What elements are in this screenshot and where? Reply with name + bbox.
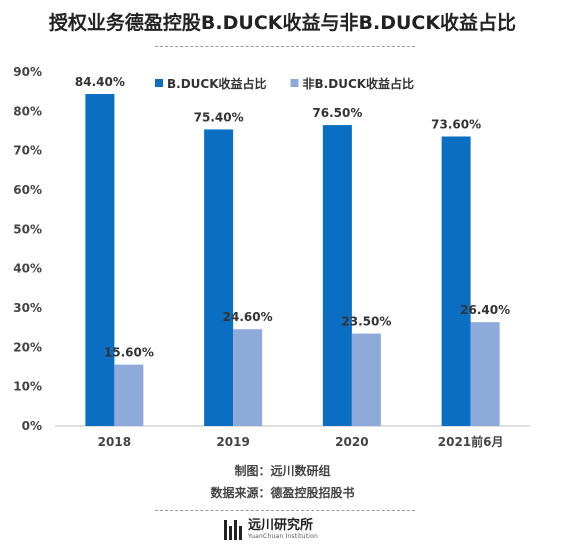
y-tick-label: 50%	[13, 222, 42, 236]
bar-non-bduck	[233, 329, 263, 426]
chart-credit: 制图：远川数研组	[234, 464, 331, 478]
x-tick-label: 2021前6月	[438, 434, 504, 449]
y-tick-label: 80%	[13, 104, 42, 118]
chart-title: 授权业务德盈控股B.DUCK收益与非B.DUCK收益占比	[48, 12, 517, 34]
footer-divider	[155, 510, 415, 511]
bar-bduck	[204, 129, 234, 426]
title-divider	[155, 46, 415, 47]
y-tick-label: 40%	[13, 262, 42, 276]
data-label: 84.40%	[75, 75, 125, 89]
data-label: 75.40%	[194, 110, 244, 124]
y-tick-label: 20%	[13, 340, 42, 354]
y-tick-label: 10%	[13, 380, 42, 394]
bar-bduck	[85, 94, 115, 426]
x-tick-label: 2018	[98, 435, 131, 449]
bar-chart: 0% 10% 20% 30% 40% 50% 60% 70% 80% 90% 2018 84.40% 1…	[13, 65, 530, 449]
bar-non-bduck	[351, 333, 381, 426]
y-tick-label: 70%	[13, 144, 42, 158]
y-tick-label: 90%	[13, 65, 42, 79]
data-source: 数据来源：德盈控股招股书	[210, 486, 355, 500]
data-label: 15.60%	[104, 346, 154, 360]
bar-non-bduck	[114, 364, 144, 426]
x-tick-label: 2020	[335, 435, 368, 449]
bar-bduck	[322, 125, 352, 426]
y-tick-label: 0%	[22, 419, 42, 433]
data-label: 73.60%	[431, 118, 481, 132]
bar-non-bduck	[470, 322, 500, 426]
logo-icon	[224, 519, 242, 540]
logo-subtitle: YuanChuan Institution	[248, 533, 319, 540]
legend-label: 非B.DUCK收益占比	[303, 76, 415, 91]
data-label: 26.40%	[460, 303, 510, 317]
data-label: 23.50%	[341, 315, 391, 329]
legend-swatch	[155, 79, 163, 87]
data-label: 76.50%	[312, 106, 362, 120]
logo: 远川研究所 YuanChuan Institution	[224, 519, 318, 540]
x-tick-label: 2019	[216, 435, 249, 449]
logo-name: 远川研究所	[248, 518, 314, 533]
y-tick-label: 30%	[13, 301, 42, 315]
legend-label: B.DUCK收益占比	[167, 76, 267, 91]
bar-bduck	[441, 136, 471, 427]
y-tick-label: 60%	[13, 183, 42, 197]
legend-swatch	[290, 79, 299, 87]
data-label: 24.60%	[223, 310, 273, 324]
